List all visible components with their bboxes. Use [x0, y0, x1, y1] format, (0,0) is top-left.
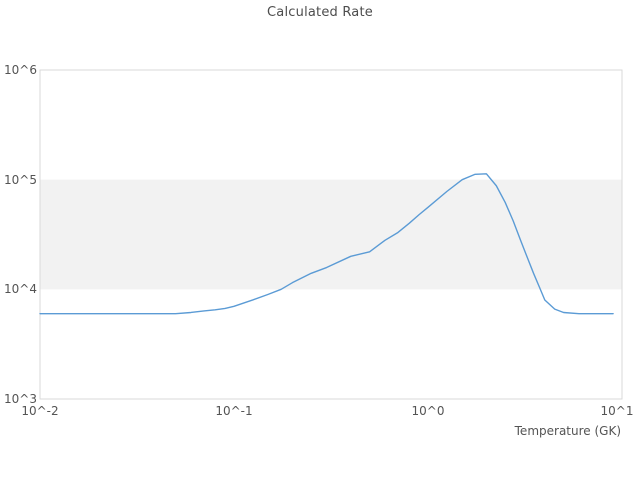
y-axis-tick-label: 10^3 [4, 392, 37, 406]
x-axis-tick-label: 10^1 [600, 404, 634, 418]
y-axis-tick-label: 10^6 [4, 63, 37, 77]
rate-line [39, 173, 614, 315]
highlight-band [40, 179, 622, 290]
x-axis-tick-label: 10^-1 [215, 404, 253, 418]
y-axis-tick-label: 10^5 [4, 173, 37, 187]
x-axis-title: Temperature (GK) [514, 424, 621, 438]
x-axis-tick-label: 10^0 [411, 404, 445, 418]
chart-title: Calculated Rate [267, 5, 373, 20]
x-axis-tick-label: 10^-2 [21, 404, 59, 418]
plot-border [39, 69, 623, 400]
y-axis-tick-label: 10^4 [4, 282, 37, 296]
